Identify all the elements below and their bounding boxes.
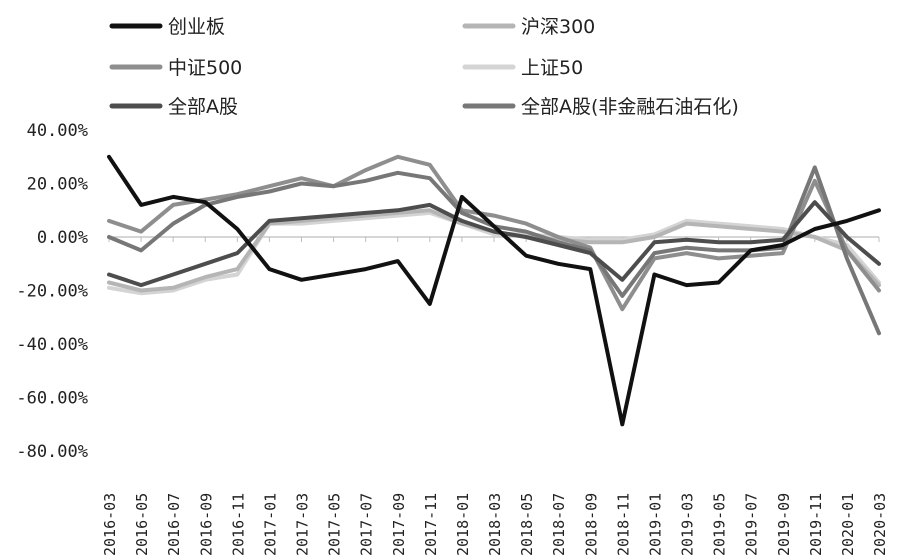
x-tick-label: 2016-11 <box>229 493 247 556</box>
x-tick-label: 2016-07 <box>165 493 183 556</box>
x-tick-label: 2017-09 <box>390 493 408 556</box>
y-tick-label: -60.00% <box>16 389 88 409</box>
x-tick-label: 2017-07 <box>358 493 376 556</box>
x-tick-label: 2016-03 <box>101 493 119 556</box>
y-tick-label: 20.00% <box>27 175 88 195</box>
legend-label: 创业板 <box>168 16 225 38</box>
legend: 创业板 沪深300 中证500 上证50 全部A股 全部A股(非金融石油石化) <box>109 16 739 118</box>
x-tick-label: 2016-09 <box>197 493 215 556</box>
x-tick-label: 2020-01 <box>839 493 857 556</box>
x-tick-label: 2019-09 <box>775 493 793 556</box>
x-tick-label: 2018-11 <box>614 493 632 556</box>
x-axis: 2016-03 2016-05 2016-07 2016-09 2016-11 2017-… <box>101 236 889 556</box>
series-line <box>107 200 881 288</box>
x-tick-label: 2017-01 <box>261 493 279 556</box>
legend-label: 沪深300 <box>521 16 595 38</box>
x-tick-label: 2020-03 <box>871 493 889 556</box>
x-tick-label: 2019-05 <box>711 493 729 556</box>
series-line <box>107 165 881 336</box>
x-tick-label: 2016-05 <box>133 493 151 556</box>
x-tick-label: 2017-11 <box>422 493 440 556</box>
x-tick-label: 2017-03 <box>294 493 312 556</box>
legend-label: 上证50 <box>521 57 583 79</box>
y-tick-label: 0.00% <box>37 228 88 248</box>
x-tick-label: 2019-07 <box>743 493 761 556</box>
series-line <box>107 210 881 296</box>
y-tick-label: 40.00% <box>27 121 88 141</box>
x-tick-label: 2017-05 <box>326 493 344 556</box>
x-tick-label: 2018-09 <box>582 493 600 556</box>
x-tick-label: 2018-05 <box>518 493 536 556</box>
y-tick-label: -40.00% <box>16 335 88 355</box>
legend-label: 中证500 <box>168 57 242 79</box>
legend-label: 全部A股(非金融石油石化) <box>521 96 739 118</box>
x-tick-label: 2018-07 <box>550 493 568 556</box>
legend-label: 全部A股 <box>168 96 238 118</box>
y-axis: 40.00% 20.00% 0.00% -20.00% -40.00% -60.00% -8… <box>16 121 88 462</box>
x-tick-label: 2019-11 <box>807 493 825 556</box>
y-tick-label: -20.00% <box>16 282 88 302</box>
x-tick-label: 2019-03 <box>679 493 697 556</box>
series-line <box>107 154 881 312</box>
series-layer <box>107 154 881 427</box>
series-line <box>107 154 881 427</box>
x-tick-label: 2019-01 <box>646 493 664 556</box>
x-tick-label: 2018-01 <box>454 493 472 556</box>
x-tick-label: 2018-03 <box>486 493 504 556</box>
y-tick-label: -80.00% <box>16 442 88 462</box>
